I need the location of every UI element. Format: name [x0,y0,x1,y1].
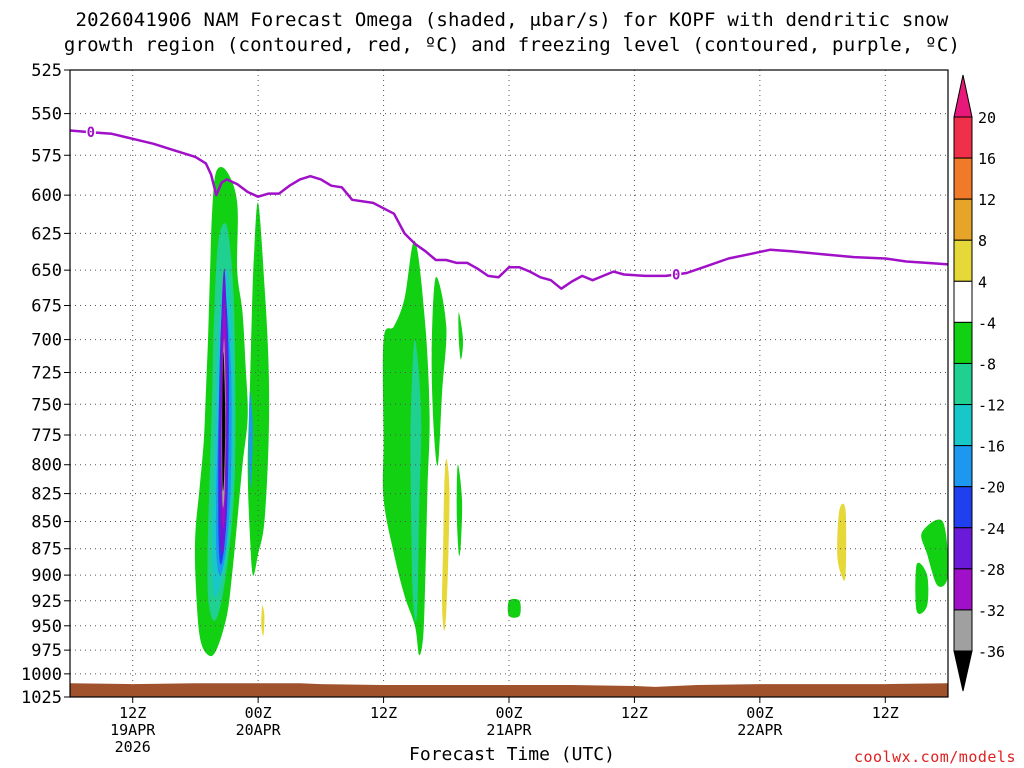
colorbar-label: -8 [978,355,996,373]
terrain-fill [70,683,948,697]
y-tick-label: 750 [31,395,62,415]
omega-region-3 [431,276,447,466]
x-tick-label: 19APR [110,721,156,739]
colorbar-label: 4 [978,273,987,291]
colorbar-bin [953,486,973,529]
omega-region-4 [458,312,464,360]
colorbar-label: -36 [978,643,1005,661]
omega-region-20 [261,605,265,636]
y-tick-label: 600 [31,186,62,206]
credit-text[interactable]: coolwx.com/models [853,748,1016,766]
y-tick-label: 650 [31,261,62,281]
freezing-level-label-bg [85,125,96,140]
colorbar-label: 8 [978,232,987,250]
colorbar-label: -12 [978,397,1005,415]
y-tick-label: 775 [31,426,62,446]
colorbar-bin [953,116,973,159]
omega-region-19 [442,458,450,631]
colorbar-label: -20 [978,479,1005,497]
colorbar-bin [953,280,973,323]
y-tick-label: 550 [31,105,62,125]
x-tick-label: 22APR [737,721,783,739]
omega-region-7 [921,519,949,587]
y-tick-label: 1000 [21,665,62,685]
colorbar-bin [953,609,973,652]
y-tick-label: 1025 [21,688,62,708]
colorbar-bin [953,157,973,200]
colorbar-bin [953,527,973,570]
y-tick-label: 875 [31,540,62,560]
colorbar-bin [953,445,973,488]
y-tick-label: 525 [31,61,62,81]
y-tick-label: 900 [31,566,62,586]
colorbar-label: -4 [978,314,996,332]
x-tick-label: 21APR [486,721,532,739]
x-tick-label: 12Z [370,704,397,722]
colorbar-label: -28 [978,561,1005,579]
colorbar-over-triangle [953,74,973,118]
colorbar-bin [953,568,973,611]
y-tick-label: 700 [31,331,62,351]
x-tick-label: 00Z [746,704,773,722]
y-tick-label: 850 [31,513,62,533]
y-tick-label: 675 [31,297,62,317]
y-tick-label: 825 [31,485,62,505]
colorbar-label: -16 [978,438,1005,456]
colorbar-label: -24 [978,520,1005,538]
colorbar-bin [953,198,973,241]
colorbar-bin [953,321,973,364]
colorbar-label: 20 [978,109,996,127]
y-tick-label: 625 [31,224,62,244]
x-axis-label: Forecast Time (UTC) [409,744,615,765]
freezing-level-label: 0 [672,267,680,283]
y-tick-label: 800 [31,456,62,476]
colorbar-label: -32 [978,602,1005,620]
omega-region-10 [410,339,422,622]
colorbar-bin [953,362,973,406]
colorbar-bin [953,404,973,447]
freezing-level-label-bg [671,267,682,282]
omega-region-21 [837,503,847,581]
omega-region-1 [247,202,270,576]
omega-region-6 [507,598,521,618]
x-tick-label: 2026 [115,738,151,756]
x-tick-label: 20APR [236,721,282,739]
omega-region-18 [222,351,226,492]
x-tick-label: 00Z [245,704,272,722]
colorbar-under-triangle [953,650,973,692]
y-tick-label: 725 [31,363,62,383]
y-tick-label: 925 [31,592,62,612]
chart-title-line-2: growth region (contoured, red, ºC) and f… [63,34,961,56]
chart-title-line-1: 2026041906 NAM Forecast Omega (shaded, μ… [75,9,949,31]
colorbar-label: 16 [978,150,996,168]
y-tick-label: 975 [31,641,62,661]
x-tick-label: 12Z [872,704,899,722]
x-tick-label: 00Z [495,704,522,722]
colorbar-label: 12 [978,191,996,209]
y-tick-label: 575 [31,146,62,166]
omega-region-5 [456,464,463,556]
freezing-level-line [69,129,949,290]
colorbar-bin [953,239,973,282]
x-tick-label: 12Z [621,704,648,722]
omega-region-13 [248,391,253,489]
y-tick-label: 950 [31,617,62,637]
freezing-level-label: 0 [87,125,95,141]
x-tick-label: 12Z [119,704,146,722]
